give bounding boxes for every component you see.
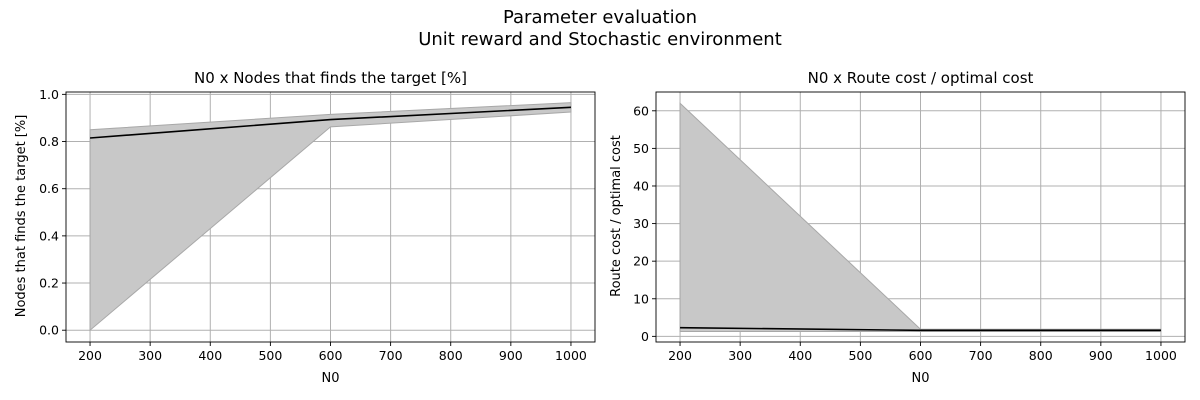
chart-left-ytick-label: 0.4: [39, 228, 59, 243]
chart-left-title: N0 x Nodes that finds the target [%]: [194, 69, 467, 87]
chart-right-ytick-label: 20: [633, 254, 649, 269]
chart-right-xtick-label: 700: [969, 348, 993, 363]
chart-left-ytick-label: 0.0: [39, 323, 59, 338]
chart-right-xtick-label: 800: [1029, 348, 1053, 363]
chart-left-xlabel: N0: [322, 371, 340, 386]
chart-right-ytick-label: 40: [633, 178, 649, 193]
chart-right-confidence-band: [679, 102, 1162, 332]
chart-left-xtick-label: 900: [499, 348, 523, 363]
chart-right-mean-line: [680, 326, 1161, 332]
chart-left-ylabel: Nodes that finds the target [%]: [14, 115, 29, 318]
chart-left-confidence-band: [89, 102, 572, 332]
chart-left-xtick-label: 400: [198, 348, 222, 363]
chart-right-xtick-label: 200: [668, 348, 692, 363]
chart-right-ytick-label: 30: [633, 216, 649, 231]
chart-right-xtick-label: 300: [728, 348, 752, 363]
chart-left-mean-line: [89, 106, 571, 139]
chart-left-xtick-label: 300: [138, 348, 162, 363]
chart-left-xtick-label: 600: [319, 348, 343, 363]
chart-right-xtick-label: 400: [788, 348, 812, 363]
chart-right-route-cost: 200 300 400 500 600 700 800 900 1000 0 10 20 30 40 50 6…: [609, 69, 1186, 386]
chart-left-ytick-label: 0.6: [39, 181, 59, 196]
figure-title-line1: Parameter evaluation: [503, 7, 697, 28]
chart-right-plot-area: 200 300 400 500 600 700 800 900 1000 0 10 20 30 40 50 6…: [633, 91, 1186, 363]
chart-left-xtick-label: 700: [379, 348, 403, 363]
chart-left-ytick-label: 0.2: [39, 276, 59, 291]
chart-left-xtick-label: 800: [439, 348, 463, 363]
chart-left-xtick-label: 1000: [555, 348, 587, 363]
chart-right-xtick-label: 900: [1089, 348, 1113, 363]
chart-right-xtick-label: 500: [848, 348, 872, 363]
chart-left-nodes-finds-target: 200 300 400 500 600 700 800 900 1000 0.0 0.2 0.4 0.6…: [14, 69, 596, 386]
chart-left-xtick-label: 200: [78, 348, 102, 363]
chart-right-ytick-label: 10: [633, 291, 649, 306]
chart-right-xlabel: N0: [912, 371, 930, 386]
chart-right-xtick-label: 600: [909, 348, 933, 363]
figure-title-line2: Unit reward and Stochastic environment: [418, 29, 782, 50]
chart-right-ytick-label: 0: [641, 329, 649, 344]
chart-left-xtick-label: 500: [258, 348, 282, 363]
chart-right-ytick-label: 60: [633, 103, 649, 118]
chart-right-xtick-label: 1000: [1145, 348, 1177, 363]
chart-left-plot-area: 200 300 400 500 600 700 800 900 1000 0.0 0.2 0.4 0.6…: [39, 87, 596, 363]
chart-left-ytick-label: 0.8: [39, 134, 59, 149]
chart-right-title: N0 x Route cost / optimal cost: [808, 69, 1034, 87]
chart-right-ylabel: Route cost / optimal cost: [609, 135, 624, 297]
chart-left-ytick-label: 1.0: [39, 87, 59, 102]
chart-right-ytick-label: 50: [633, 141, 649, 156]
